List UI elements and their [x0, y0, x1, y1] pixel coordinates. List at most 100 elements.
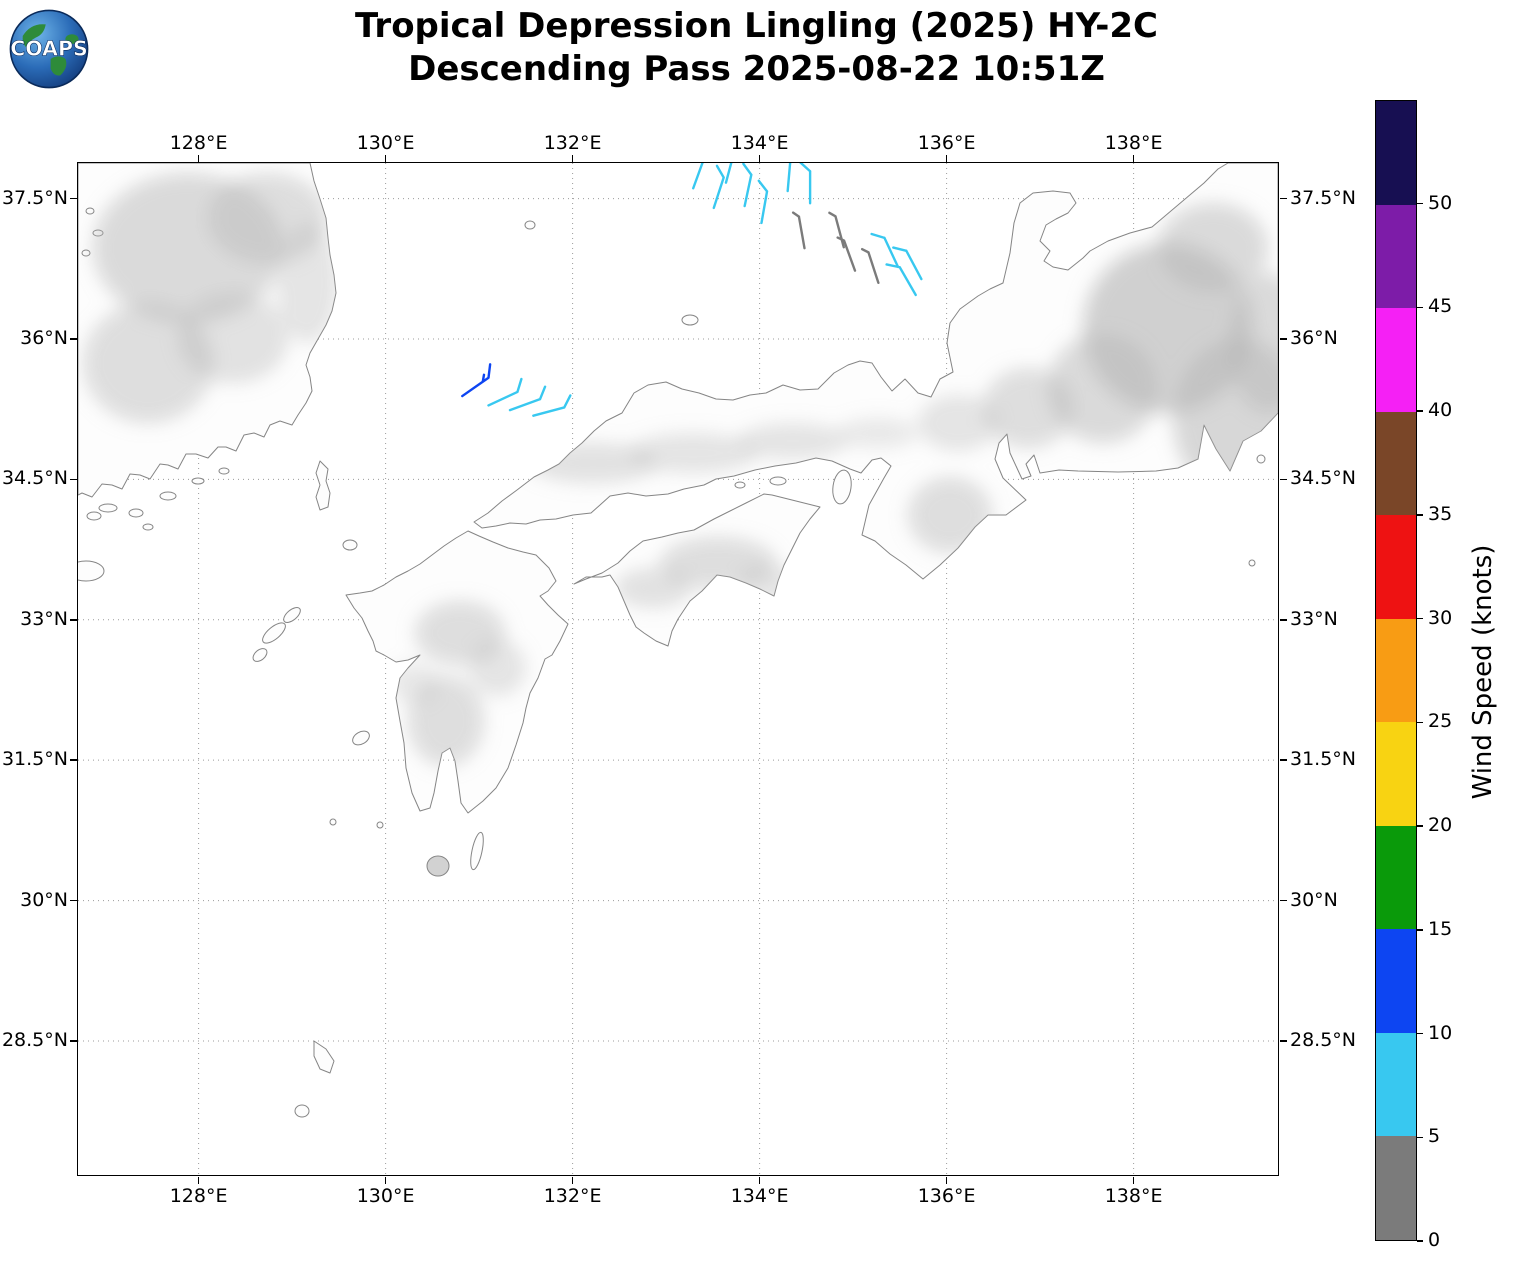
wind-barb	[892, 246, 923, 281]
small-island	[142, 523, 154, 531]
wind-barb	[532, 394, 572, 417]
colorbar-segment-15-20	[1376, 825, 1416, 930]
island-izu	[1256, 454, 1266, 464]
colorbar-tick-label: 5	[1428, 1125, 1441, 1148]
lat-tick-mark-right	[1280, 759, 1287, 761]
lat-tick-mark-left	[70, 1040, 77, 1042]
wind-barb	[860, 247, 880, 285]
lat-tick-label-left: 34.5°N	[1, 467, 68, 490]
island-oki	[681, 314, 699, 326]
colorbar-tick-label: 50	[1428, 191, 1453, 214]
colorbar-tick-mark	[1417, 1032, 1423, 1035]
figure-title-line2: Descending Pass 2025-08-22 10:51Z	[408, 49, 1105, 89]
lon-tick-label-bottom: 128°E	[169, 1185, 228, 1207]
lat-tick-label-right: 28.5°N	[1290, 1028, 1357, 1051]
lon-tick-mark-bottom	[197, 1177, 200, 1184]
coaps-logo-text: COAPS	[10, 37, 88, 61]
wind-barb	[791, 211, 806, 250]
wind-barbs-layer	[461, 163, 923, 417]
lat-tick-mark-right	[1280, 478, 1287, 481]
lon-tick-mark-top	[945, 155, 948, 162]
island-tanegashima	[470, 831, 484, 871]
colorbar-label: Wind Speed (knots)	[1468, 544, 1498, 800]
wind-barb	[870, 232, 900, 269]
island-jeju	[78, 560, 105, 582]
lon-tick-label-bottom: 134°E	[730, 1185, 789, 1207]
island-seto	[734, 481, 746, 489]
lat-tick-mark-right	[1280, 197, 1287, 200]
small-island	[329, 818, 337, 826]
colorbar-tick-label: 35	[1428, 502, 1453, 525]
island-tokunoshima	[294, 1104, 310, 1118]
lon-tick-label-top: 132°E	[543, 132, 602, 154]
lat-tick-label-right: 30°N	[1290, 888, 1338, 911]
island-goto	[262, 622, 286, 644]
small-island	[98, 503, 118, 513]
wind-barb	[724, 163, 736, 184]
colorbar-tick-label: 25	[1428, 710, 1453, 733]
colorbar-tick-mark	[1417, 306, 1423, 309]
wind-barb	[757, 179, 769, 225]
colorbar-tick-label: 30	[1428, 606, 1453, 629]
lat-tick-label-right: 37.5°N	[1290, 186, 1357, 209]
wind-barb	[780, 163, 792, 193]
lat-tick-label-right: 33°N	[1290, 607, 1338, 630]
lon-tick-mark-bottom	[945, 1177, 948, 1184]
island-goto	[252, 648, 268, 662]
lat-tick-label-left: 30°N	[20, 888, 68, 911]
lat-tick-label-right: 36°N	[1290, 326, 1338, 349]
colorbar-segment-20-25	[1376, 722, 1416, 826]
lat-tick-label-left: 36°N	[20, 326, 68, 349]
map-canvas	[78, 163, 1278, 1175]
lat-tick-mark-right	[1280, 1040, 1287, 1042]
lon-tick-label-top: 128°E	[169, 132, 228, 154]
colorbar-tick-mark	[1417, 1136, 1423, 1139]
lat-tick-label-left: 37.5°N	[1, 186, 68, 209]
colorbar-segment-30-35	[1376, 515, 1416, 619]
small-island	[376, 821, 384, 829]
lon-tick-label-top: 138°E	[1104, 132, 1163, 154]
lon-tick-label-top: 130°E	[356, 132, 415, 154]
small-island	[191, 477, 205, 485]
wind-barb	[712, 164, 725, 210]
small-island	[85, 207, 95, 215]
island-ulleungdo	[524, 220, 536, 230]
lat-tick-mark-left	[70, 759, 77, 761]
map-frame	[77, 162, 1279, 1176]
lat-tick-mark-left	[70, 197, 77, 200]
lon-tick-mark-bottom	[1132, 1177, 1135, 1184]
colorbar-segment-10-15	[1376, 929, 1416, 1033]
lat-tick-mark-right	[1280, 338, 1287, 340]
small-island	[159, 491, 177, 501]
colorbar-tick-mark	[1417, 721, 1423, 724]
colorbar-tick-label: 0	[1428, 1229, 1441, 1251]
lon-tick-mark-bottom	[571, 1177, 574, 1184]
colorbar-segment->50	[1376, 101, 1416, 205]
lon-tick-label-bottom: 138°E	[1104, 1185, 1163, 1207]
lat-tick-label-left: 31.5°N	[1, 748, 68, 771]
wind-barb	[692, 163, 706, 190]
island-goto	[283, 607, 301, 623]
globe-landmass-south	[50, 56, 67, 76]
lat-tick-mark-left	[70, 478, 77, 481]
globe-landmass-north	[22, 24, 46, 48]
lat-tick-label-left: 33°N	[20, 607, 68, 630]
figure-title-line1: Tropical Depression Lingling (2025) HY-2…	[354, 6, 1159, 46]
colorbar-tick-mark	[1417, 617, 1423, 620]
lon-tick-mark-bottom	[758, 1177, 761, 1184]
colorbar-tick-label: 10	[1428, 1021, 1453, 1044]
lat-tick-mark-right	[1280, 619, 1287, 621]
lat-tick-label-left: 28.5°N	[1, 1028, 68, 1051]
coaps-globe: COAPS	[9, 9, 89, 89]
island-awaji	[832, 469, 852, 505]
wind-barb	[742, 163, 753, 208]
lat-tick-mark-left	[70, 619, 77, 621]
lon-tick-label-bottom: 136°E	[917, 1185, 976, 1207]
wind-barb	[798, 163, 812, 205]
island-izu	[1248, 559, 1256, 567]
colorbar-tick-mark	[1417, 1240, 1423, 1242]
island-iki	[342, 539, 358, 551]
island-amami	[313, 1040, 335, 1074]
colorbar-segment-25-30	[1376, 618, 1416, 723]
colorbar-tick-mark	[1417, 825, 1423, 827]
